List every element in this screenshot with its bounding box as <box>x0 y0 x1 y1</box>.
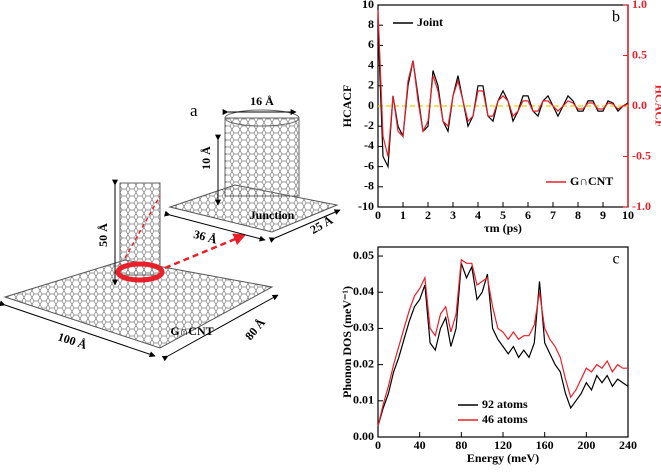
junction-tube <box>224 117 300 197</box>
panel-label: c <box>612 251 619 268</box>
junction-ring <box>115 261 165 283</box>
dim-arrow <box>268 209 341 243</box>
dim-label: 25 Å <box>308 213 336 237</box>
y2-tick-label: 0.0 <box>632 98 647 112</box>
y2-tick-label: 0.5 <box>632 47 647 61</box>
y-tick-label: 0.03 <box>353 320 374 334</box>
legend-label: G∩CNT <box>570 174 613 188</box>
x-tick-label: 200 <box>577 438 595 452</box>
y-tick-label: -10 <box>358 199 374 213</box>
x-tick-label: 160 <box>536 438 554 452</box>
data-line <box>377 263 629 427</box>
y-tick-label: 8 <box>368 17 374 31</box>
y-tick-label: -8 <box>364 179 374 193</box>
legend-label: 92 atoms <box>482 397 528 411</box>
y-tick-label: 4 <box>368 57 374 71</box>
legend-label: 46 atoms <box>482 412 528 426</box>
x-tick-label: 8 <box>575 208 581 222</box>
y-tick-label: 2 <box>368 78 374 92</box>
y-tick-label: 0.01 <box>353 393 374 407</box>
dim-label: 16 Å <box>250 94 274 108</box>
y-axis-label: HCACF <box>340 85 354 128</box>
panel-label: b <box>612 9 620 26</box>
x-tick-label: 40 <box>414 438 426 452</box>
dim-label: 36 Å <box>192 227 219 247</box>
sheet-label: G∩CNT <box>170 324 213 338</box>
dashed-line <box>124 195 161 259</box>
x-tick-label: 80 <box>455 438 467 452</box>
x-tick-label: 120 <box>494 438 512 452</box>
x-tick-label: 5 <box>500 208 506 222</box>
dim-label: 10 Å <box>199 146 213 170</box>
x-tick-label: 240 <box>619 438 637 452</box>
legend-label: Joint <box>417 15 443 29</box>
y-axis-label: Phonon DOS (meV⁻¹) <box>340 286 354 398</box>
panel-label: a <box>190 101 198 120</box>
data-line <box>377 258 628 427</box>
x-tick-label: 4 <box>475 208 481 222</box>
dim-label: 50 Å <box>96 223 110 247</box>
y-tick-label: 0.04 <box>353 284 374 298</box>
y-tick-label: 0 <box>368 98 374 112</box>
y-tick-label: 0.00 <box>353 429 374 443</box>
data-line <box>377 10 629 157</box>
y2-axis-label: HCACF <box>652 85 661 128</box>
y2-tick-label: -1.0 <box>632 199 651 213</box>
x-tick-label: 6 <box>525 208 531 222</box>
y-tick-label: 6 <box>368 37 374 51</box>
dim-arrow <box>0 300 156 358</box>
y-tick-label: 0.02 <box>353 356 374 370</box>
y-tick-label: 0.05 <box>353 248 374 262</box>
y2-tick-label: 1.0 <box>632 0 647 11</box>
x-tick-label: 0 <box>375 438 381 452</box>
y-tick-label: -4 <box>364 138 374 152</box>
x-tick-label: 7 <box>550 208 556 222</box>
dim-arrow <box>161 294 279 362</box>
junction-label: Junction <box>250 208 295 222</box>
x-tick-label: 3 <box>450 208 456 222</box>
x-axis-label: Energy (meV) <box>467 451 539 465</box>
dim-arrow <box>164 210 266 242</box>
x-tick-label: 1 <box>400 208 406 222</box>
x-tick-label: 0 <box>375 208 381 222</box>
dim-label: 80 Å <box>242 315 268 342</box>
diagram: a 16 Å 10 Å 50 Å 36 Å 25 Å Junction 100 … <box>0 94 341 362</box>
x-tick-label: 9 <box>600 208 606 222</box>
dim-label: 100 Å <box>56 330 89 353</box>
y-tick-label: 10 <box>362 0 374 11</box>
y-tick-label: -2 <box>364 118 374 132</box>
y-tick-label: -6 <box>364 158 374 172</box>
nanotube <box>119 182 161 276</box>
x-tick-label: 2 <box>425 208 431 222</box>
x-tick-label: 10 <box>622 208 634 222</box>
x-axis-label: τm (ps) <box>484 221 522 235</box>
y2-tick-label: -0.5 <box>632 148 651 162</box>
